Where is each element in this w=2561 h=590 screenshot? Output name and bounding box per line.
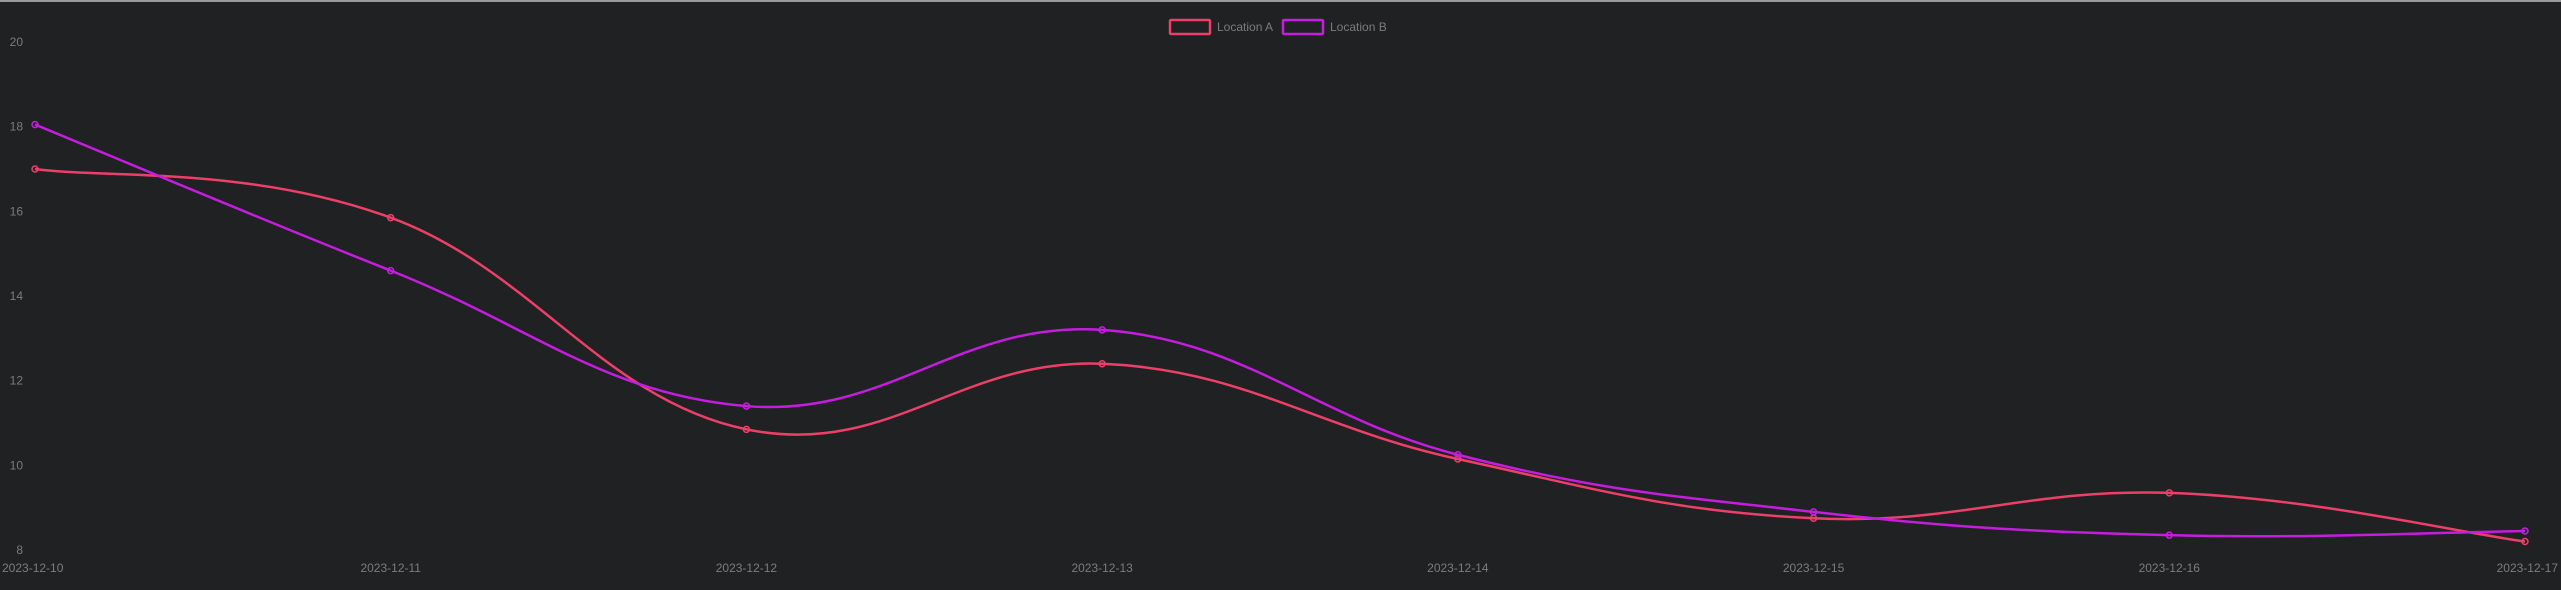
plot-area: [31, 120, 2529, 546]
data-point[interactable]: [386, 213, 395, 222]
legend[interactable]: Location A Location B: [1168, 18, 1387, 36]
y-tick-label: 14: [10, 289, 24, 303]
series-line: [34, 167, 2526, 543]
legend-item[interactable]: Location B: [1281, 18, 1387, 36]
data-point[interactable]: [1809, 508, 1818, 516]
x-tick-label: 2023-12-15: [1783, 561, 1845, 575]
y-tick-label: 18: [10, 120, 24, 134]
legend-swatch: [1168, 18, 1212, 36]
top-border: [0, 0, 2561, 2]
x-axis: 2023-12-10 2023-12-11 2023-12-12 2023-12-13…: [2, 561, 2558, 575]
data-point[interactable]: [742, 402, 751, 410]
x-tick-label: 2023-12-17: [2497, 561, 2559, 575]
legend-label: Location B: [1330, 20, 1387, 34]
y-tick-label: 16: [10, 204, 24, 218]
y-tick-label: 8: [16, 543, 23, 557]
data-point[interactable]: [2521, 527, 2529, 535]
y-tick-label: 10: [10, 458, 24, 472]
data-point[interactable]: [1098, 359, 1106, 368]
x-tick-label: 2023-12-16: [2139, 561, 2201, 575]
data-point[interactable]: [2165, 489, 2174, 497]
data-point[interactable]: [1454, 451, 1462, 459]
y-tick-label: 12: [10, 374, 24, 388]
x-tick-label: 2023-12-13: [1071, 561, 1133, 575]
data-point[interactable]: [2521, 537, 2529, 546]
y-axis: 8 10 12 14 16 18 20: [10, 35, 24, 557]
data-point[interactable]: [2165, 531, 2174, 539]
legend-label: Location A: [1217, 20, 1273, 34]
x-tick-label: 2023-12-14: [1427, 561, 1489, 575]
x-tick-label: 2023-12-12: [716, 561, 778, 575]
data-point[interactable]: [31, 165, 39, 173]
y-tick-label: 20: [10, 35, 24, 49]
data-point[interactable]: [1098, 326, 1106, 334]
x-tick-label: 2023-12-10: [2, 561, 64, 575]
legend-swatch: [1281, 18, 1325, 36]
data-point[interactable]: [386, 266, 395, 275]
data-point[interactable]: [742, 425, 751, 434]
data-point[interactable]: [31, 120, 39, 129]
series-line: [34, 123, 2526, 538]
x-tick-label: 2023-12-11: [360, 561, 421, 575]
legend-item[interactable]: Location A: [1168, 18, 1273, 36]
